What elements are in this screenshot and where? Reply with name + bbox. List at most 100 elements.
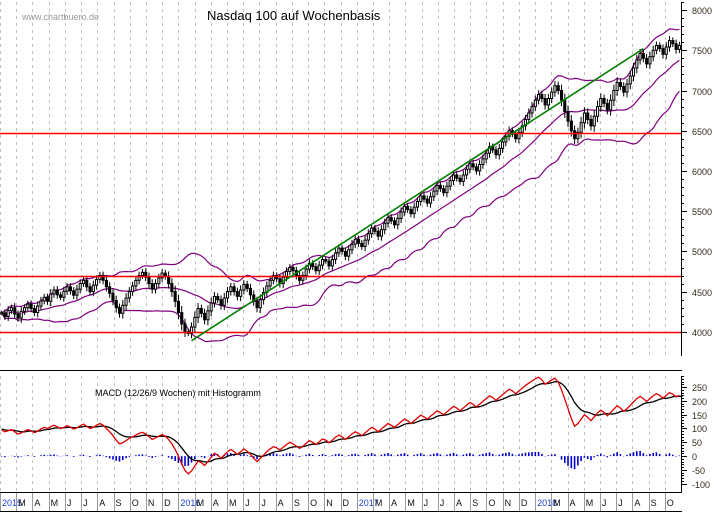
candlestick [203, 308, 207, 325]
candlestick [478, 159, 482, 176]
candlestick [72, 287, 76, 299]
candlestick [52, 286, 56, 298]
candlestick [154, 279, 158, 294]
candlestick [451, 170, 455, 185]
candlestick [596, 100, 600, 123]
candlestick [350, 239, 354, 255]
trendline [191, 48, 644, 342]
candlestick [664, 42, 668, 60]
bollinger-upper [1, 28, 680, 314]
candlestick [95, 275, 99, 290]
x-axis-month-label: A [391, 498, 397, 508]
candlestick [546, 93, 551, 110]
candlestick [78, 279, 82, 294]
candlestick [370, 223, 374, 238]
candlestick [199, 304, 203, 318]
candlestick [409, 206, 413, 218]
x-axis-month-label: D [164, 498, 171, 508]
candlestick [245, 280, 249, 292]
x-axis-year-label: 2016 [180, 498, 200, 508]
candlestick [605, 98, 609, 115]
x-axis-month-label: M [586, 498, 594, 508]
candlestick [527, 108, 531, 125]
candlestick [334, 248, 338, 265]
candlestick [458, 174, 462, 185]
candlestick [353, 235, 357, 249]
macd-ytick: 150 [692, 411, 707, 421]
candlestick [75, 284, 79, 300]
x-axis-month-label: J [602, 498, 607, 508]
candlestick [465, 165, 469, 180]
x-axis-month-label: M [407, 498, 415, 508]
candlestick [88, 282, 92, 296]
candlestick [114, 295, 118, 313]
candlestick [196, 303, 200, 323]
candlestick [0, 310, 4, 315]
x-axis-month-label: N [505, 498, 512, 508]
candlestick [176, 294, 180, 320]
candlestick [347, 245, 351, 261]
candlestick [13, 303, 17, 319]
price-ytick: 5500 [692, 207, 712, 217]
candlestick [383, 218, 387, 235]
macd-caption: MACD (12/26/9 Wochen) mit Histogramm [95, 388, 261, 398]
candlestick [134, 276, 138, 291]
candlestick [429, 192, 433, 208]
candlestick [104, 275, 109, 292]
candlestick [232, 282, 236, 296]
x-axis-month-label: J [67, 498, 72, 508]
candlestick [537, 90, 541, 105]
x-axis-month-label: O [667, 498, 674, 508]
x-axis-year-label: 2018 [537, 498, 557, 508]
macd-ytick: 50 [692, 438, 702, 448]
macd-ytick: -100 [692, 480, 710, 490]
candlestick [222, 293, 226, 311]
candlestick [212, 291, 216, 308]
candlestick [150, 279, 154, 294]
candlestick [504, 132, 508, 147]
candlestick [573, 125, 577, 144]
macd-ytick: 100 [692, 424, 707, 434]
candlestick [471, 160, 475, 171]
candlestick [553, 81, 557, 97]
candlestick [379, 225, 383, 241]
candlestick [118, 303, 122, 318]
candlestick [219, 295, 223, 310]
candlestick [216, 293, 220, 303]
candlestick [602, 94, 606, 108]
candlestick [98, 271, 102, 284]
candlestick [648, 51, 652, 69]
candlestick [625, 78, 629, 98]
candlestick [317, 260, 321, 275]
candlestick [661, 44, 665, 59]
x-axis-month-label: S [472, 498, 478, 508]
candlestick [324, 256, 328, 264]
candlestick [330, 254, 334, 271]
candlestick [127, 287, 131, 303]
candlestick [229, 282, 233, 296]
candlestick [635, 54, 639, 74]
candlestick [26, 300, 30, 312]
candlestick [180, 306, 184, 331]
candlestick [366, 229, 370, 245]
candlestick [91, 280, 95, 297]
candlestick [484, 149, 488, 164]
candlestick [543, 93, 547, 110]
candlestick [248, 283, 252, 300]
candlestick [258, 294, 262, 313]
candlestick [487, 142, 491, 158]
candlestick [363, 235, 367, 252]
candlestick [59, 291, 63, 301]
x-axis-month-label: A [34, 498, 40, 508]
candlestick [582, 107, 587, 129]
candlestick [422, 192, 426, 203]
candlestick [615, 77, 619, 96]
candlestick [641, 49, 645, 63]
price-ytick: 7500 [692, 46, 712, 56]
x-axis-month-label: A [278, 498, 284, 508]
candlestick [677, 41, 681, 54]
candlestick [6, 306, 10, 321]
candlestick [68, 283, 73, 295]
candlestick [399, 207, 403, 223]
